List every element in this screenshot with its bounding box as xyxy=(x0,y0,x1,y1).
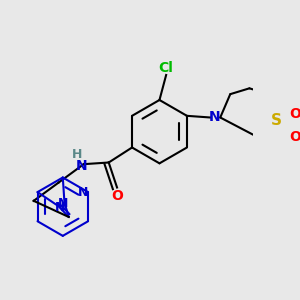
Text: H: H xyxy=(72,148,82,161)
Text: Cl: Cl xyxy=(159,61,174,75)
Text: N: N xyxy=(78,186,88,199)
Text: O: O xyxy=(289,130,300,145)
Text: N: N xyxy=(208,110,220,124)
Text: O: O xyxy=(111,189,123,203)
Text: N: N xyxy=(58,197,68,210)
Text: O: O xyxy=(289,107,300,121)
Text: N: N xyxy=(55,201,65,214)
Text: S: S xyxy=(271,113,282,128)
Text: N: N xyxy=(76,159,88,173)
